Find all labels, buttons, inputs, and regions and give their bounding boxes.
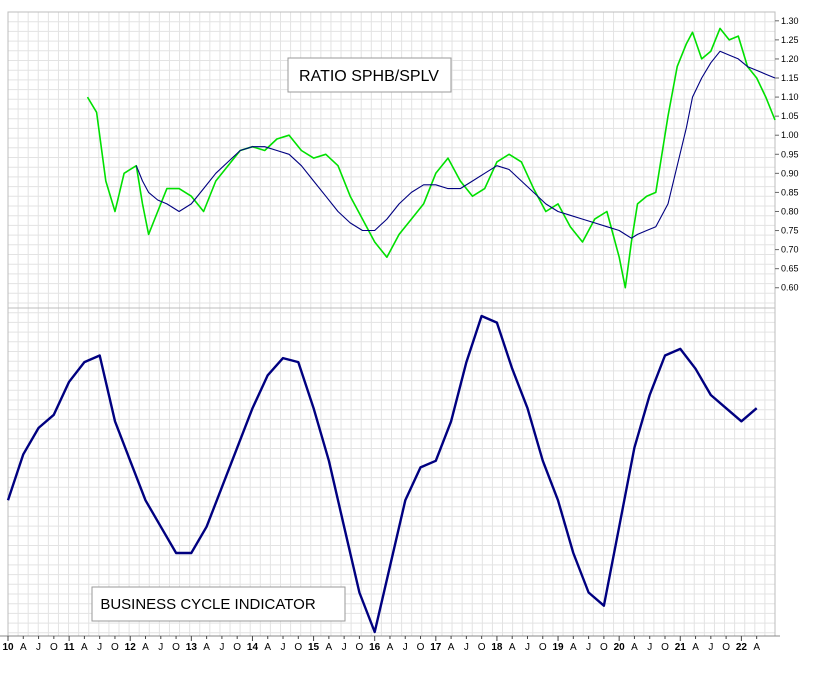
ratio-y-tick-label: 0.90 — [781, 168, 799, 178]
ratio-y-tick-label: 1.20 — [781, 54, 799, 64]
x-month-label: O — [722, 642, 730, 653]
x-month-label: A — [448, 642, 455, 653]
x-month-label: A — [753, 642, 760, 653]
x-year-label: 18 — [491, 642, 503, 653]
x-month-label: O — [600, 642, 608, 653]
x-year-label: 11 — [64, 642, 75, 653]
x-axis: 10 A J O 11 A J O 12 A J O 13 A J O 14 A J O 15 A J O 16 A J O 17 A J O… — [0, 635, 780, 653]
ratio-series-line — [86, 27, 776, 289]
business-cycle-title-frame — [91, 586, 346, 622]
x-month-label: J — [708, 642, 713, 653]
x-month-label: A — [264, 642, 271, 653]
ratio-y-tick-label: 1.05 — [781, 111, 799, 121]
x-month-label: A — [692, 642, 699, 653]
x-month-label: A — [326, 642, 333, 653]
business-cycle-line — [6, 314, 758, 634]
x-month-label: J — [97, 642, 102, 653]
x-month-label: J — [281, 642, 286, 653]
x-month-label: O — [478, 642, 486, 653]
ratio-y-tick-label: 0.85 — [781, 187, 799, 197]
x-month-label: O — [172, 642, 180, 653]
x-year-label: 19 — [552, 642, 564, 653]
grid — [7, 11, 776, 636]
x-month-label: A — [81, 642, 88, 653]
ratio-moving-average-line — [135, 50, 776, 239]
x-month-label: O — [356, 642, 364, 653]
business-cycle-series-group — [6, 314, 758, 634]
x-month-label: J — [36, 642, 41, 653]
x-year-label: 17 — [430, 642, 442, 653]
ratio-y-tick-label: 1.25 — [781, 35, 799, 45]
ratio-y-tick-label: 0.70 — [781, 245, 799, 255]
x-month-label: J — [647, 642, 652, 653]
ratio-series-group — [86, 27, 776, 289]
x-month-label: J — [403, 642, 408, 653]
x-month-label: A — [20, 642, 27, 653]
x-month-label: J — [219, 642, 224, 653]
x-month-label: J — [158, 642, 163, 653]
business-cycle-title-box: BUSINESS CYCLE INDICATOR — [91, 586, 346, 622]
x-month-label: J — [525, 642, 530, 653]
x-month-label: A — [142, 642, 149, 653]
x-year-label: 15 — [308, 642, 320, 653]
ratio-y-tick-label: 0.75 — [781, 226, 799, 236]
ratio-y-tick-label: 0.60 — [781, 283, 799, 293]
x-month-label: O — [111, 642, 119, 653]
x-month-label: J — [342, 642, 347, 653]
x-year-label: 20 — [614, 642, 626, 653]
x-year-label: 14 — [247, 642, 259, 653]
x-month-label: J — [464, 642, 469, 653]
x-month-label: A — [509, 642, 516, 653]
x-year-label: 16 — [369, 642, 381, 653]
x-month-label: A — [387, 642, 394, 653]
x-month-label: O — [50, 642, 58, 653]
ratio-y-tick-label: 0.95 — [781, 149, 799, 159]
x-year-label: 13 — [186, 642, 198, 653]
ratio-y-tick-label: 0.80 — [781, 206, 799, 216]
x-month-label: A — [570, 642, 577, 653]
x-month-label: A — [631, 642, 638, 653]
x-month-label: O — [417, 642, 425, 653]
ratio-panel: 1.30 1.25 1.20 1.15 1.10 1.05 1.00 0.95 0.90 0.85… — [7, 11, 799, 309]
ratio-title-frame — [287, 57, 452, 93]
x-year-label: 22 — [736, 642, 748, 653]
x-year-label: 21 — [675, 642, 687, 653]
x-year-label: 10 — [2, 642, 14, 653]
x-year-label: 12 — [125, 642, 137, 653]
ratio-y-tick-label: 1.30 — [781, 16, 799, 26]
x-month-label: J — [586, 642, 591, 653]
x-month-label: O — [294, 642, 302, 653]
x-month-label: O — [661, 642, 669, 653]
ratio-y-tick-label: 1.10 — [781, 92, 799, 102]
ratio-y-tick-label: 1.15 — [781, 73, 799, 83]
business-cycle-title: BUSINESS CYCLE INDICATOR — [100, 596, 315, 613]
x-month-label: A — [203, 642, 210, 653]
x-month-label: O — [233, 642, 241, 653]
ratio-y-tick-label: 1.00 — [781, 130, 799, 140]
ratio-y-tick-label: 0.65 — [781, 264, 799, 274]
x-month-label: O — [539, 642, 547, 653]
ratio-y-axis: 1.30 1.25 1.20 1.15 1.10 1.05 1.00 0.95 0.90 0.85… — [775, 16, 799, 293]
ratio-title-box: RATIO SPHB/SPLV — [287, 57, 452, 93]
ratio-title: RATIO SPHB/SPLV — [299, 68, 439, 85]
